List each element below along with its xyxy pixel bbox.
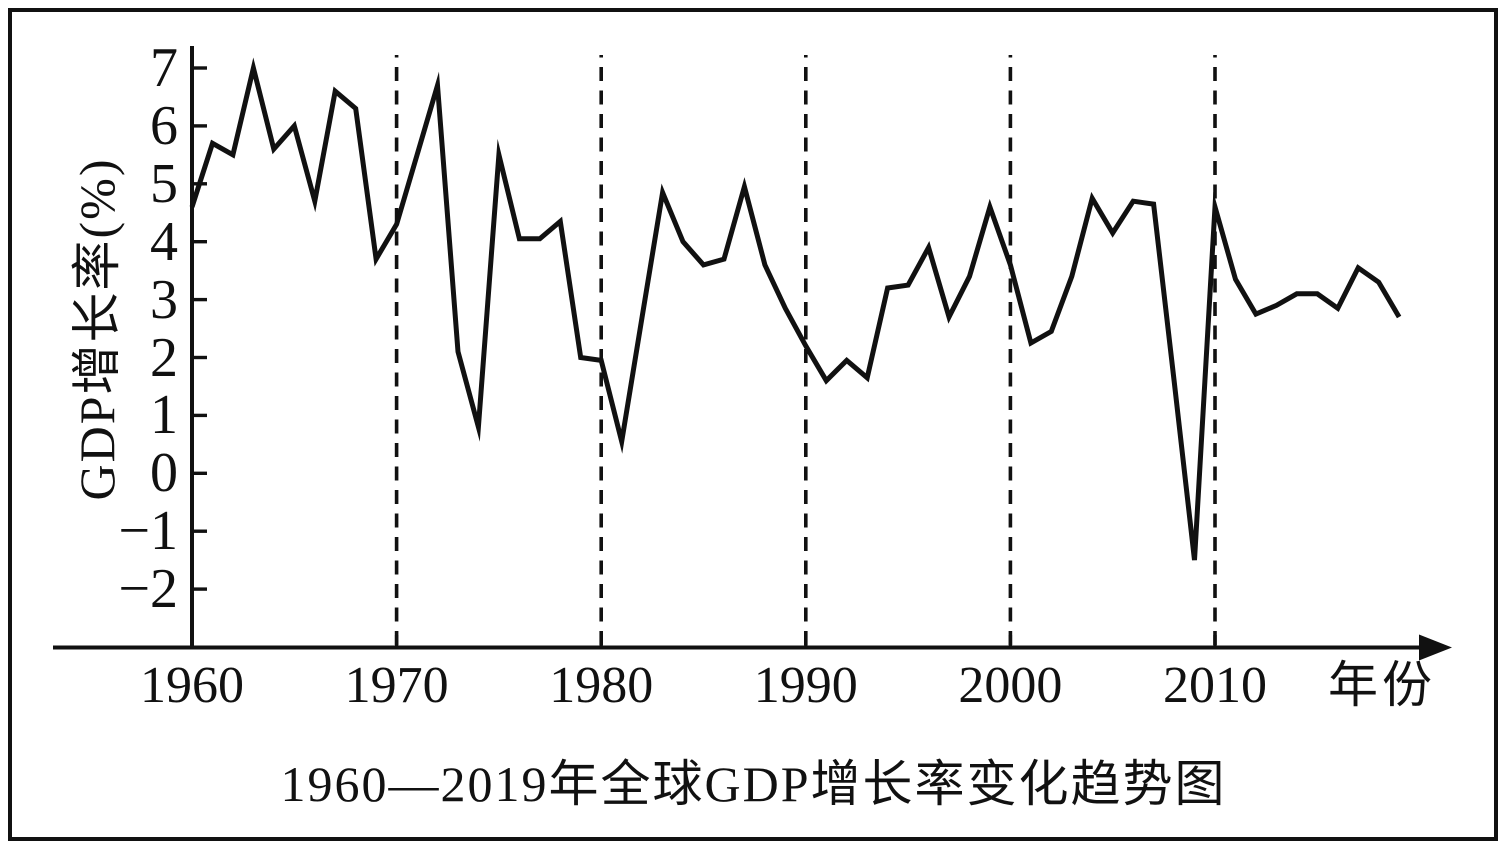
- y-tick-label-5: 5: [150, 152, 178, 215]
- x-tick-label-1980: 1980: [549, 657, 654, 714]
- y-tick-label-1: 1: [150, 384, 178, 447]
- gdp-growth-line: [189, 57, 1402, 561]
- chart-title: 1960—2019年全球GDP增长率变化趋势图: [280, 756, 1227, 812]
- x-tick-label-2010: 2010: [1163, 657, 1267, 714]
- x-tick-label-1970: 1970: [344, 657, 449, 714]
- y-tick-label-4: 4: [150, 210, 178, 273]
- x-axis-label: 年份: [1328, 657, 1436, 713]
- x-axis-arrowhead: [1419, 634, 1452, 661]
- y-tick-label--1: −1: [118, 500, 178, 563]
- y-tick-label-6: 6: [150, 94, 178, 157]
- x-tick-label-1990: 1990: [753, 657, 858, 714]
- y-tick-label-3: 3: [150, 268, 178, 331]
- y-tick-label-0: 0: [150, 442, 178, 505]
- y-tick-label--2: −2: [118, 558, 178, 621]
- x-tick-label-1960: 1960: [140, 657, 244, 714]
- x-tick-label-2000: 2000: [958, 657, 1063, 714]
- y-tick-label-2: 2: [150, 326, 178, 389]
- y-tick-label-7: 7: [150, 37, 178, 99]
